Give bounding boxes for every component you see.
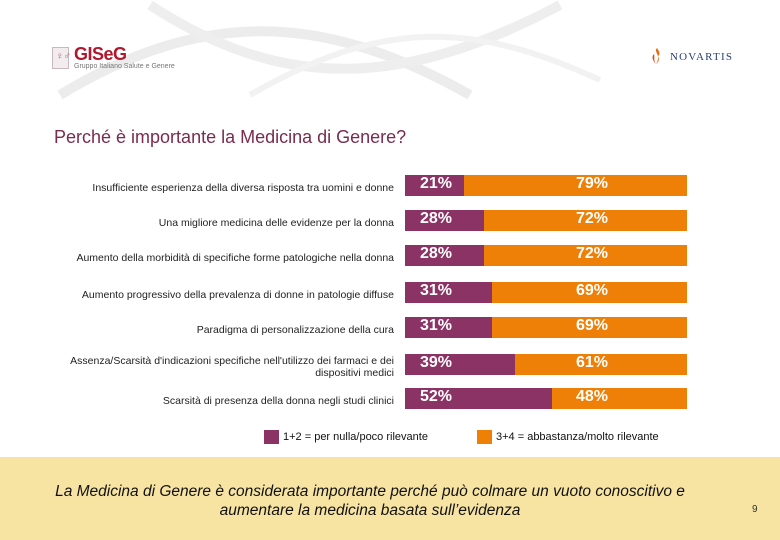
novartis-flame-icon: [652, 48, 660, 64]
category-label: Una migliore medicina delle evidenze per…: [158, 217, 394, 229]
page-title: Perché è importante la Medicina di Gener…: [54, 127, 407, 147]
data-label-high: 69%: [576, 282, 609, 299]
chart-row: Scarsità di presenza della donna negli s…: [0, 388, 780, 414]
bar-segment-high: [483, 210, 687, 231]
stacked-bar: [405, 388, 687, 409]
chart-row: Assenza/Scarsità d'indicazioni specifich…: [0, 354, 780, 380]
giseg-logo: ♀♂ GISeG Gruppo Italiano Salute e Genere: [52, 44, 192, 74]
legend-label: 1+2 = per nulla/poco rilevante: [283, 431, 428, 443]
stacked-bar: [405, 210, 687, 231]
chart-row: Paradigma di personalizzazione della cur…: [0, 317, 780, 343]
data-label-high: 61%: [576, 354, 609, 371]
novartis-logo-name: NOVARTIS: [670, 51, 734, 63]
data-label-high: 48%: [576, 388, 609, 405]
data-label-low: 31%: [420, 282, 453, 299]
category-label: Aumento della morbidità di specifiche fo…: [76, 252, 394, 264]
category-label: Aumento progressivo della prevalenza di …: [81, 289, 394, 301]
data-label-high: 72%: [576, 245, 609, 262]
bar-segment-high: [514, 354, 687, 375]
bar-segment-low: [405, 175, 465, 196]
chart-row: Insufficiente esperienza della diversa r…: [0, 175, 780, 201]
slide-header: ♀♂ GISeG Gruppo Italiano Salute e Genere…: [0, 0, 780, 100]
data-label-low: 39%: [420, 354, 453, 371]
bar-segment-low: [405, 282, 493, 303]
giseg-logo-tagline: Gruppo Italiano Salute e Genere: [74, 63, 175, 70]
bar-segment-low: [405, 245, 484, 266]
category-label: Assenza/Scarsità d'indicazioni specifich…: [70, 355, 394, 379]
dna-helix-decoration: [57, 0, 602, 100]
data-label-high: 79%: [576, 175, 609, 192]
chart-row: Una migliore medicina delle evidenze per…: [0, 210, 780, 236]
page-number: 9: [752, 504, 758, 515]
data-label-low: 28%: [420, 245, 453, 262]
bar-segment-high: [492, 317, 687, 338]
novartis-logo: NOVARTIS: [650, 47, 760, 67]
category-label: Insufficiente esperienza della diversa r…: [92, 182, 394, 194]
chart-row: Aumento progressivo della prevalenza di …: [0, 282, 780, 308]
legend-label: 3+4 = abbastanza/molto rilevante: [496, 431, 659, 443]
legend-swatch: [264, 430, 279, 444]
data-label-low: 31%: [420, 317, 453, 334]
bar-segment-high: [483, 245, 687, 266]
legend-item: 1+2 = per nulla/poco rilevante: [264, 430, 428, 444]
data-label-high: 72%: [576, 210, 609, 227]
bar-segment-low: [405, 210, 484, 231]
footer-statement: La Medicina di Genere è considerata impo…: [55, 483, 685, 519]
bar-segment-high: [492, 282, 687, 303]
bar-segment-high: [464, 175, 687, 196]
data-label-high: 69%: [576, 317, 609, 334]
bar-segment-low: [405, 388, 552, 409]
chart-legend: 1+2 = per nulla/poco rilevante 3+4 = abba…: [0, 430, 780, 446]
stacked-bar: [405, 245, 687, 266]
stacked-bar: [405, 354, 687, 375]
chart-row: Aumento della morbidità di specifiche fo…: [0, 245, 780, 271]
bar-segment-high: [551, 388, 687, 409]
data-label-low: 21%: [420, 175, 453, 192]
giseg-logo-name: GISeG: [74, 44, 127, 64]
giseg-mark-icon: ♀♂: [52, 47, 71, 69]
data-label-low: 28%: [420, 210, 453, 227]
footer-band: La Medicina di Genere è considerata impo…: [0, 457, 780, 540]
legend-swatch: [477, 430, 492, 444]
category-label: Paradigma di personalizzazione della cur…: [196, 324, 394, 336]
legend-item: 3+4 = abbastanza/molto rilevante: [477, 430, 659, 444]
bar-segment-low: [405, 354, 515, 375]
category-label: Scarsità di presenza della donna negli s…: [162, 395, 394, 407]
stacked-bar: [405, 175, 687, 196]
data-label-low: 52%: [420, 388, 453, 405]
stacked-bar-chart: Insufficiente esperienza della diversa r…: [0, 165, 780, 455]
bar-segment-low: [405, 317, 493, 338]
stacked-bar: [405, 282, 687, 303]
stacked-bar: [405, 317, 687, 338]
